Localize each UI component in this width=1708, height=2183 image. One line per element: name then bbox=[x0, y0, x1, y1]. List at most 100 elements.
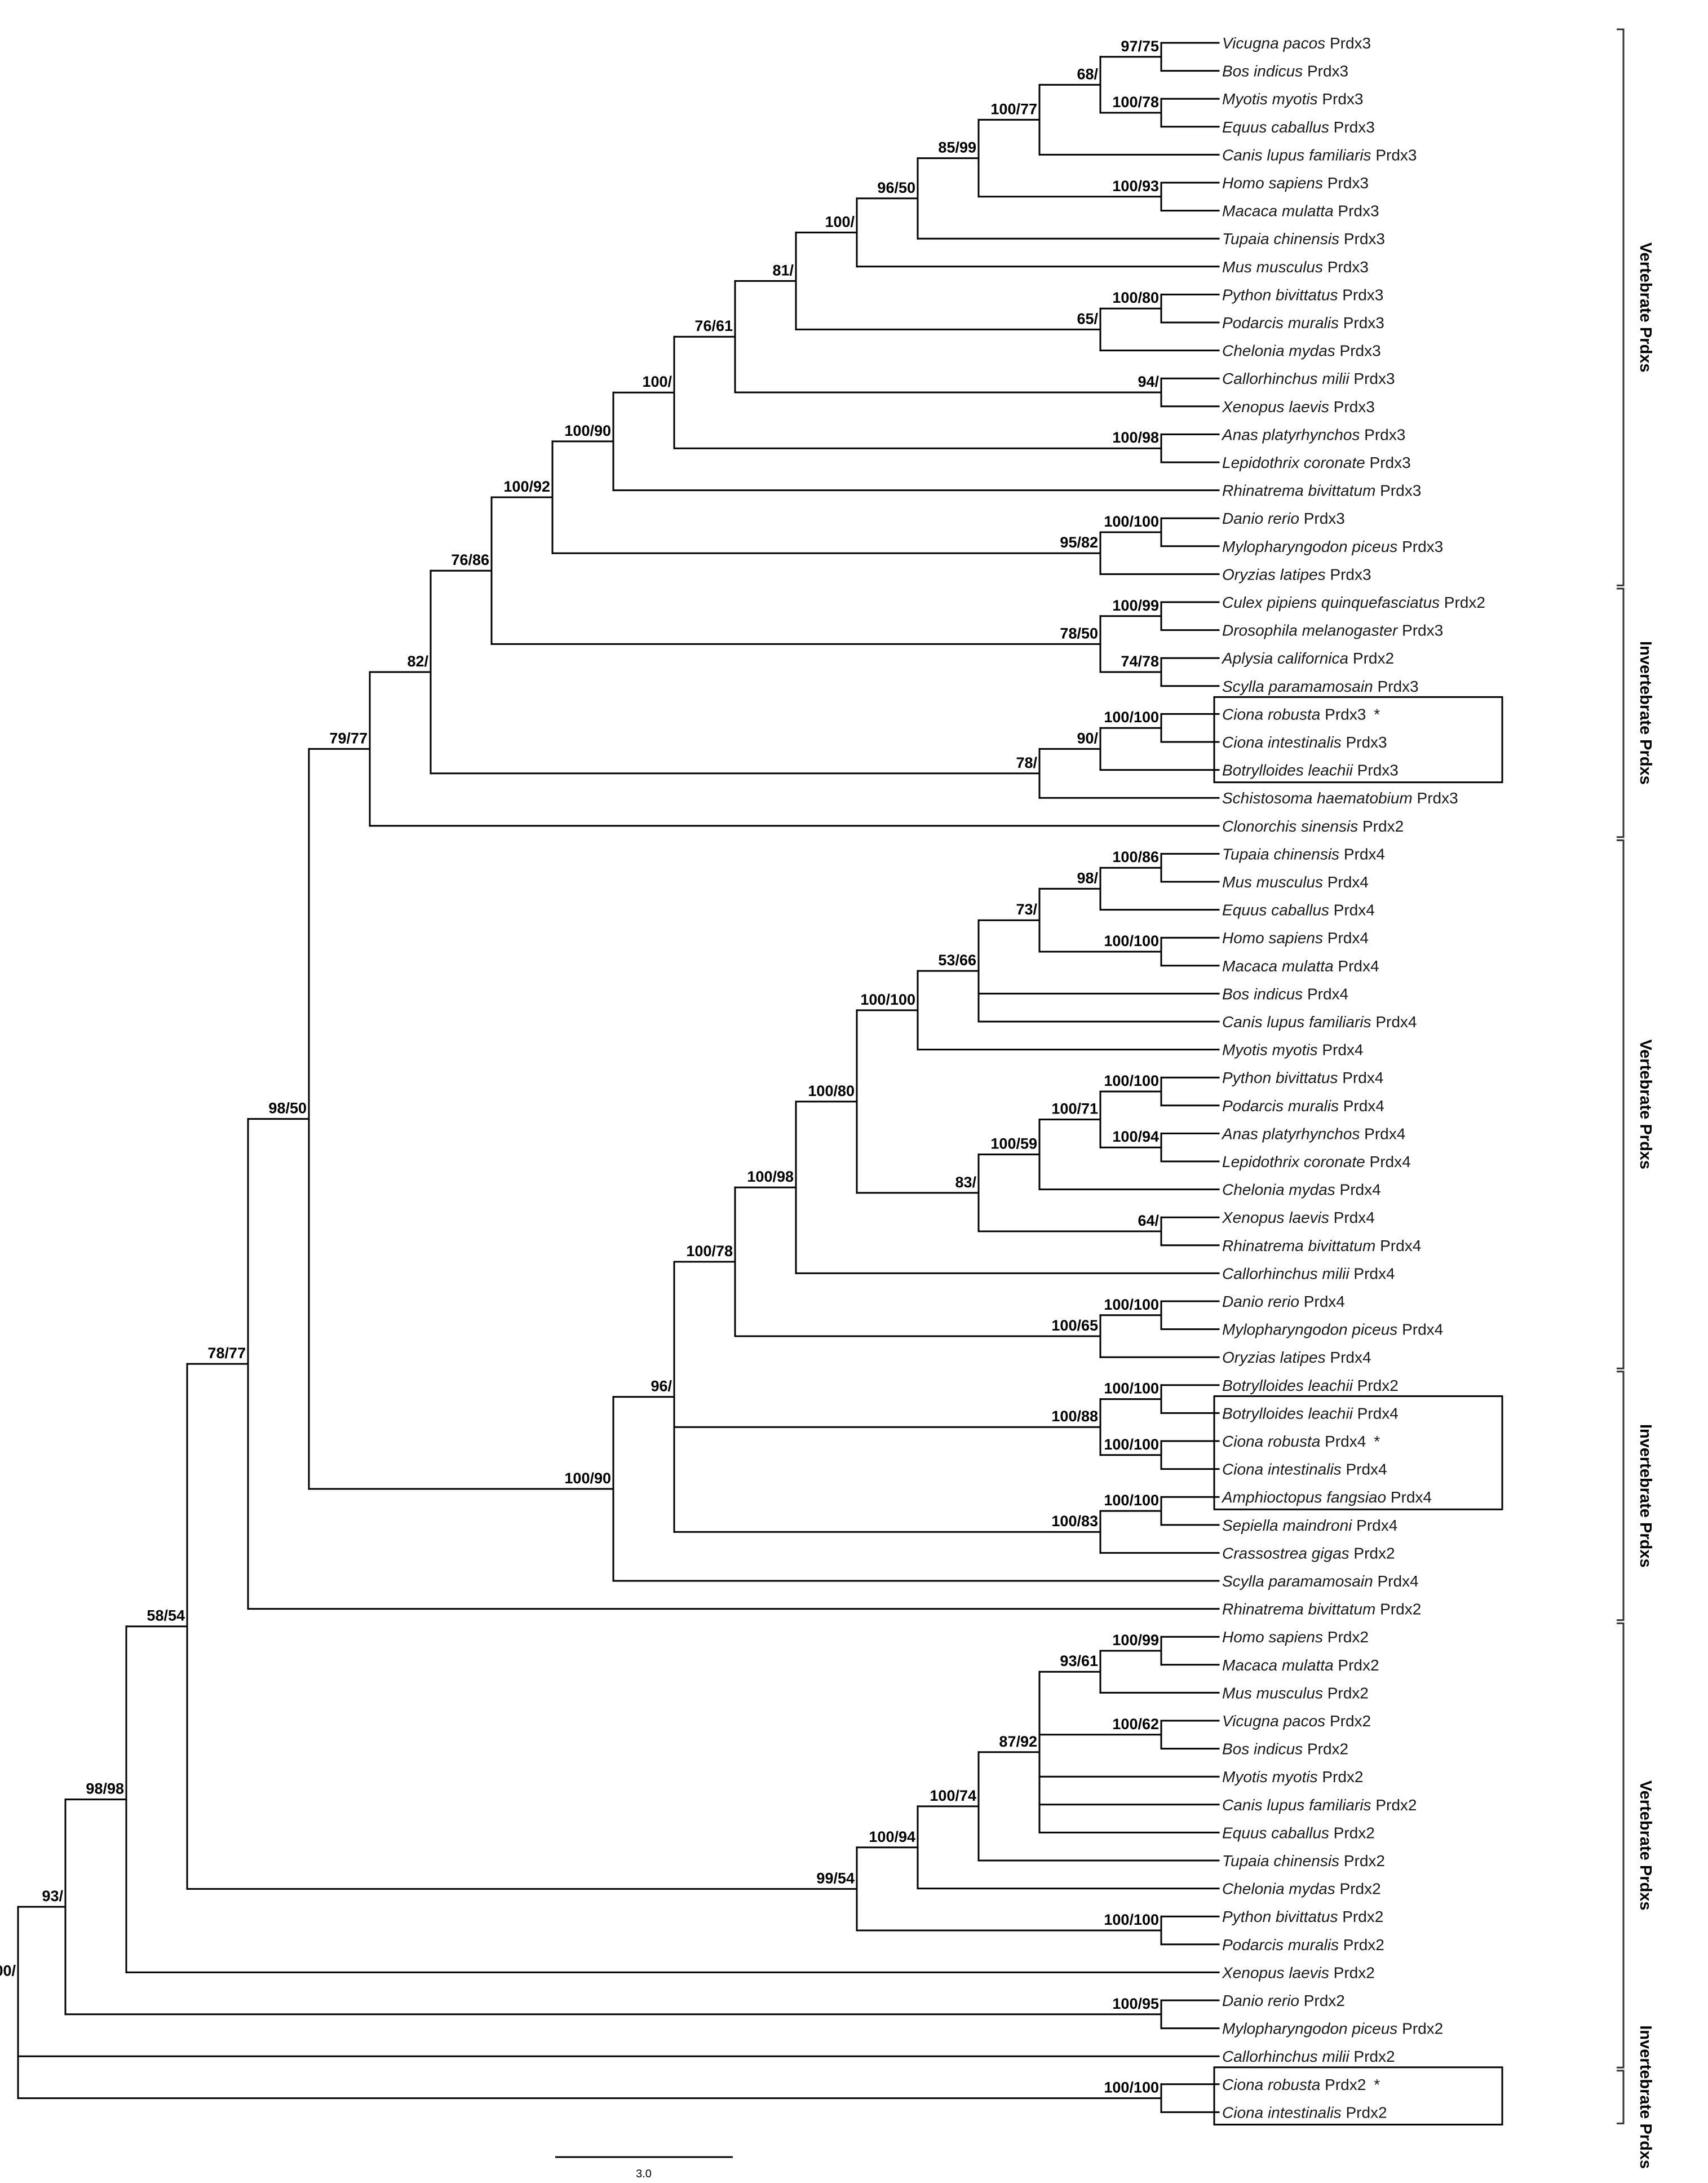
gene-name: Prdx2 bbox=[1375, 1601, 1421, 1618]
support-value: 100/95 bbox=[1112, 1995, 1159, 2012]
gene-name: Prdx3 bbox=[1303, 63, 1348, 80]
support-value: 73/ bbox=[1016, 901, 1037, 918]
taxon-label: Callorhinchus milii Prdx4 bbox=[1222, 1265, 1395, 1282]
species-name: Schistosoma haematobium bbox=[1222, 789, 1413, 807]
support-value: 82/ bbox=[407, 653, 428, 670]
support-value: 94/ bbox=[1138, 373, 1159, 390]
taxon-label: Podarcis muralis Prdx2 bbox=[1222, 1936, 1384, 1954]
species-name: Macaca mulatta bbox=[1222, 202, 1334, 220]
support-value: 100/ bbox=[0, 1963, 16, 1979]
gene-name: Prdx3 bbox=[1329, 118, 1375, 136]
gene-name: Prdx2 bbox=[1440, 594, 1485, 611]
species-name: Canis lupus familiaris bbox=[1222, 1796, 1371, 1814]
species-name: Chelonia mydas bbox=[1222, 342, 1335, 360]
support-value: 79/77 bbox=[329, 730, 368, 746]
taxon-label: Ciona robusta Prdx4 * bbox=[1222, 1433, 1380, 1450]
taxon-label: Chelonia mydas Prdx3 bbox=[1222, 342, 1381, 360]
support-value: 100/100 bbox=[1104, 1492, 1159, 1509]
taxon-label: Ciona intestinalis Prdx2 bbox=[1222, 2104, 1387, 2121]
support-value: 100/98 bbox=[1112, 429, 1159, 446]
gene-name: Prdx2 bbox=[1349, 1544, 1395, 1562]
species-name: Equus caballus bbox=[1222, 1824, 1329, 1841]
gene-name: Prdx2 bbox=[1320, 2076, 1366, 2093]
support-value: 87/92 bbox=[999, 1733, 1037, 1750]
gene-name: Prdx4 bbox=[1371, 1013, 1417, 1031]
species-name: Podarcis muralis bbox=[1222, 314, 1339, 332]
taxon-label: Danio rerio Prdx3 bbox=[1222, 510, 1345, 527]
species-name: Anas platyrhynchos bbox=[1221, 426, 1360, 443]
gene-name: Prdx3 bbox=[1323, 258, 1369, 276]
support-value: 78/ bbox=[1016, 754, 1037, 771]
taxon-label: Ciona intestinalis Prdx3 bbox=[1222, 733, 1387, 751]
taxon-label: Macaca mulatta Prdx4 bbox=[1222, 957, 1379, 975]
support-value: 100/78 bbox=[686, 1243, 733, 1260]
taxon-label: Oryzias latipes Prdx3 bbox=[1222, 565, 1371, 583]
taxon-label: Oryzias latipes Prdx4 bbox=[1222, 1349, 1371, 1366]
taxon-label: Ciona robusta Prdx3 * bbox=[1222, 705, 1380, 723]
support-value: 95/82 bbox=[1060, 534, 1098, 551]
taxon-label: Scylla paramamosain Prdx3 bbox=[1222, 678, 1419, 695]
gene-name: Prdx2 bbox=[1397, 2020, 1443, 2038]
support-value: 100/ bbox=[642, 373, 672, 390]
taxon-label: Culex pipiens quinquefasciatus Prdx2 bbox=[1222, 594, 1485, 611]
support-value: 98/ bbox=[1077, 869, 1098, 886]
gene-name: Prdx3 bbox=[1339, 230, 1385, 248]
clade-box bbox=[1213, 696, 1503, 784]
gene-name: Prdx3 bbox=[1335, 342, 1381, 360]
taxon-label: Botrylloides leachii Prdx2 bbox=[1222, 1377, 1399, 1394]
support-value: 100/92 bbox=[503, 478, 550, 495]
species-name: Oryzias latipes bbox=[1222, 565, 1326, 583]
gene-name: Prdx2 bbox=[1358, 817, 1404, 835]
species-name: Callorhinchus milii bbox=[1222, 370, 1349, 387]
gene-name: Prdx4 bbox=[1338, 1069, 1383, 1086]
species-name: Tupaia chinensis bbox=[1222, 845, 1339, 863]
support-value: 98/50 bbox=[268, 1100, 307, 1117]
gene-name: Prdx3 bbox=[1323, 174, 1369, 192]
support-value: 100/94 bbox=[1112, 1128, 1159, 1145]
species-name: Podarcis muralis bbox=[1222, 1936, 1339, 1954]
support-value: 96/50 bbox=[877, 179, 915, 196]
group-label: Vertebrate Prdxs bbox=[1636, 1780, 1654, 1911]
species-name: Danio rerio bbox=[1222, 1992, 1299, 2009]
gene-name: Prdx3 bbox=[1397, 538, 1443, 555]
support-value: 100/93 bbox=[1112, 178, 1159, 195]
species-name: Oryzias latipes bbox=[1222, 1349, 1326, 1366]
taxon-label: Anas platyrhynchos Prdx4 bbox=[1221, 1125, 1405, 1142]
taxon-label: Rhinatrema bivittatum Prdx2 bbox=[1222, 1601, 1421, 1618]
gene-name: Prdx4 bbox=[1329, 902, 1375, 919]
gene-name: Prdx4 bbox=[1353, 1404, 1399, 1422]
taxon-label: Macaca mulatta Prdx3 bbox=[1222, 202, 1379, 220]
taxon-label: Bos indicus Prdx4 bbox=[1222, 985, 1348, 1002]
group-label: Invertebrate Prdxs bbox=[1636, 641, 1654, 785]
support-value: 100/62 bbox=[1112, 1716, 1159, 1733]
support-value: 93/61 bbox=[1060, 1652, 1098, 1669]
support-value: 100/99 bbox=[1112, 597, 1159, 614]
species-name: Drosophila melanogaster bbox=[1222, 622, 1399, 639]
taxon-label: Anas platyrhynchos Prdx3 bbox=[1221, 426, 1405, 443]
taxon-label: Xenopus laevis Prdx4 bbox=[1222, 1209, 1375, 1226]
species-name: Ciona robusta bbox=[1222, 2076, 1320, 2093]
gene-name: Prdx4 bbox=[1326, 1349, 1371, 1366]
gene-name: Prdx2 bbox=[1349, 2048, 1395, 2065]
taxon-label: Python bivittatus Prdx2 bbox=[1222, 1908, 1383, 1925]
support-value: 100/ bbox=[825, 213, 855, 230]
group-label: Vertebrate Prdxs bbox=[1636, 242, 1654, 373]
gene-name: Prdx3 bbox=[1339, 314, 1384, 332]
taxon-label: Scylla paramamosain Prdx4 bbox=[1222, 1572, 1419, 1590]
taxon-label: Rhinatrema bivittatum Prdx4 bbox=[1222, 1237, 1421, 1254]
support-value: 100/77 bbox=[990, 100, 1037, 117]
clade-box bbox=[1213, 2066, 1503, 2125]
support-value: 100/100 bbox=[1104, 709, 1159, 726]
taxon-label: Bos indicus Prdx3 bbox=[1222, 63, 1348, 80]
group-brackets: Vertebrate Prdxs Invertebrate Prdxs Verteb… bbox=[1617, 28, 1654, 2169]
species-name: Botrylloides leachii bbox=[1222, 1404, 1353, 1422]
species-name: Mus musculus bbox=[1222, 258, 1323, 276]
support-values: 100/93/98/98 58/54 78/77 98/50 79/77 82/76/86… bbox=[0, 38, 1159, 2096]
gene-name: Prdx3 bbox=[1326, 565, 1371, 583]
species-name: Ciona robusta bbox=[1222, 705, 1320, 723]
gene-name: Prdx2 bbox=[1371, 1796, 1417, 1814]
species-name: Xenopus laevis bbox=[1222, 1209, 1329, 1226]
support-value: 98/98 bbox=[86, 1780, 124, 1797]
species-name: Myotis myotis bbox=[1222, 1041, 1318, 1059]
taxon-label: Equus caballus Prdx2 bbox=[1222, 1824, 1375, 1841]
